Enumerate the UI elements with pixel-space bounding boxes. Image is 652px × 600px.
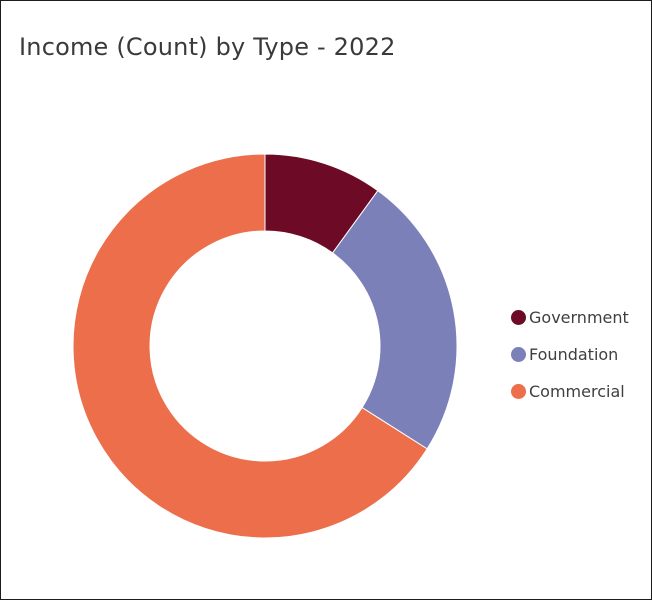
donut-slice-commercial[interactable]: [72, 153, 428, 539]
donut-slice-foundation[interactable]: [331, 189, 458, 450]
legend-label: Foundation: [529, 345, 619, 364]
legend-label: Commercial: [529, 382, 625, 401]
legend-item-commercial[interactable]: Commercial: [511, 373, 629, 410]
legend-item-government[interactable]: Government: [511, 299, 629, 336]
legend-swatch: [511, 384, 526, 399]
chart-legend: Government Foundation Commercial: [511, 299, 629, 410]
legend-item-foundation[interactable]: Foundation: [511, 336, 629, 373]
legend-label: Government: [529, 308, 629, 327]
legend-swatch: [511, 310, 526, 325]
chart-title: Income (Count) by Type - 2022: [19, 33, 396, 61]
legend-swatch: [511, 347, 526, 362]
